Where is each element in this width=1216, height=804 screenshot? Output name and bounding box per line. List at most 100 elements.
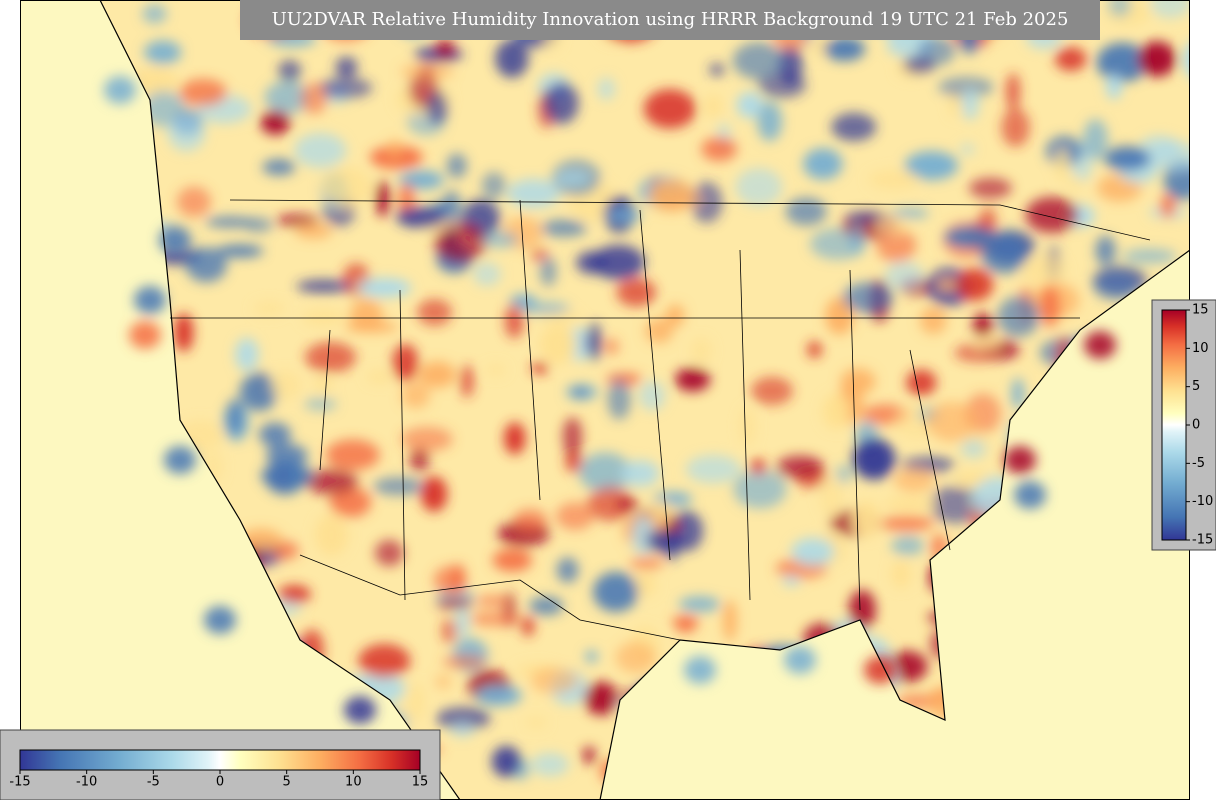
- field-blob: [204, 606, 236, 634]
- field-blob: [357, 278, 412, 298]
- field-blob: [893, 467, 935, 493]
- field-blob: [876, 228, 917, 263]
- field-blob: [607, 378, 631, 420]
- field-blob: [104, 76, 136, 104]
- field-blob: [409, 448, 430, 472]
- field-blob: [903, 55, 935, 74]
- colorbar-tick-label: 10: [345, 775, 362, 790]
- colorbar-tick-label: 5: [283, 775, 291, 790]
- field-blob: [587, 486, 635, 522]
- field-blob: [227, 397, 243, 435]
- field-blob: [791, 537, 835, 566]
- colorbar-tick-label: 5: [1192, 379, 1200, 394]
- field-blob: [709, 63, 725, 76]
- field-blob: [643, 89, 696, 129]
- field-blob: [482, 231, 519, 248]
- field-blob: [450, 721, 475, 738]
- field-blob: [400, 426, 453, 452]
- field-blob: [253, 301, 285, 316]
- field-blob: [776, 455, 824, 479]
- field-blob: [572, 387, 588, 398]
- field-blob: [733, 469, 787, 509]
- border: [319, 199, 951, 611]
- field-blob: [1011, 377, 1024, 410]
- field-blob: [732, 42, 784, 80]
- field-blob: [960, 439, 987, 459]
- field-blob: [736, 92, 763, 119]
- field-blob: [938, 76, 994, 98]
- field-blob: [605, 338, 619, 355]
- field-blob: [530, 667, 579, 694]
- field-blob: [684, 656, 716, 684]
- field-blob: [1004, 446, 1036, 474]
- field-blob: [1160, 194, 1176, 218]
- field-blob: [205, 216, 256, 228]
- field-blob: [539, 324, 577, 365]
- field-blob: [305, 469, 359, 495]
- field-blob: [919, 306, 947, 335]
- field-blob: [615, 497, 639, 511]
- field-blob: [446, 153, 467, 179]
- colorbar: [1161, 309, 1187, 541]
- field-blob: [521, 302, 571, 315]
- field-blob: [173, 313, 194, 352]
- field-blob: [961, 88, 979, 121]
- field-blob: [891, 536, 925, 556]
- field-blob: [177, 186, 211, 217]
- field-blob: [884, 261, 924, 291]
- field-blob: [997, 296, 1040, 338]
- field-blob: [1104, 146, 1151, 171]
- field-blob: [134, 286, 166, 314]
- colorbar: [19, 749, 421, 771]
- field-blob: [540, 219, 588, 237]
- field-blob: [375, 539, 404, 567]
- field-blob: [531, 362, 549, 374]
- field-blob: [304, 397, 337, 411]
- field-blob: [906, 369, 937, 396]
- map-area: [20, 0, 1190, 800]
- field-blob: [530, 248, 549, 262]
- field-blob: [504, 303, 524, 339]
- field-blob: [539, 256, 557, 287]
- field-blob: [294, 223, 333, 239]
- field-blob: [691, 181, 723, 223]
- colorbar-tick-label: -10: [76, 775, 97, 790]
- field-blob: [852, 438, 896, 480]
- field-blob: [686, 455, 741, 484]
- field-blob: [584, 681, 619, 716]
- field-blob: [529, 596, 564, 616]
- field-blob: [848, 589, 876, 630]
- field-blob: [1014, 481, 1046, 509]
- colorbar-tick-label: -5: [1192, 456, 1205, 471]
- colorbar-tick-label: -15: [1192, 533, 1213, 548]
- field-blob: [1096, 42, 1148, 83]
- field-blob: [294, 133, 347, 168]
- field-blob: [433, 222, 487, 263]
- field-blob: [654, 193, 703, 206]
- field-blob: [757, 101, 783, 142]
- field-blob: [1149, 141, 1190, 172]
- field-blob: [606, 207, 642, 224]
- field-blob: [313, 376, 334, 392]
- field-blob: [849, 220, 864, 256]
- field-blob: [314, 514, 349, 556]
- field-blob: [442, 655, 487, 669]
- field-blob: [1055, 148, 1069, 182]
- field-blob: [751, 376, 793, 406]
- field-blob: [616, 278, 656, 307]
- field-blob: [704, 94, 723, 119]
- field-blob: [1025, 196, 1079, 233]
- field-blob: [358, 643, 411, 678]
- field-blob: [807, 341, 822, 358]
- field-blob: [322, 167, 373, 207]
- field-blob: [417, 299, 453, 326]
- field-blob: [512, 508, 548, 533]
- title: UU2DVAR Relative Humidity Innovation usi…: [272, 9, 1069, 30]
- field-blob: [260, 110, 291, 135]
- field-blob: [582, 746, 596, 765]
- field-blob: [1084, 331, 1116, 359]
- field-blob: [831, 112, 877, 142]
- field-blob: [722, 599, 737, 642]
- field-blob: [555, 502, 594, 531]
